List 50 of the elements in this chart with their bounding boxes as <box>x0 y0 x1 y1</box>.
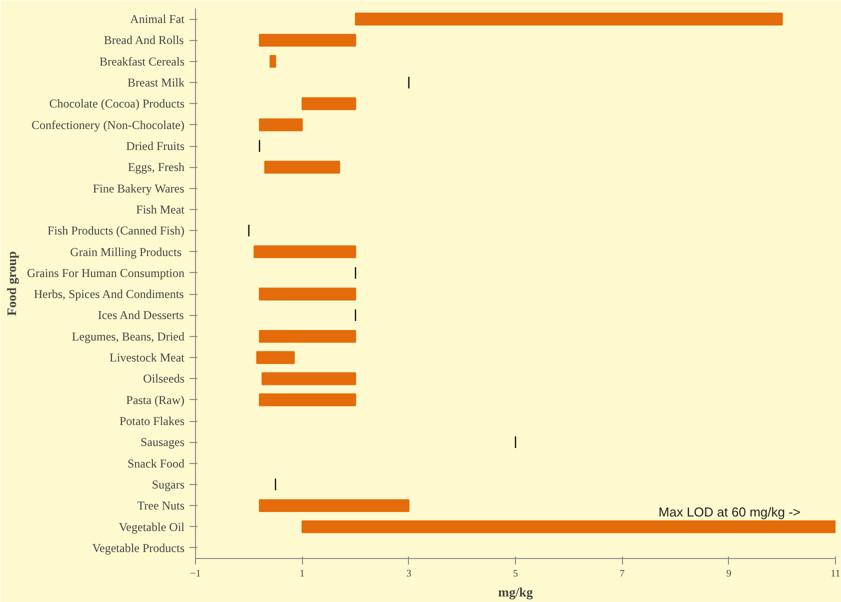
x-tick-label: 11 <box>830 568 840 580</box>
y-tick-label: Eggs, Fresh <box>128 160 185 174</box>
y-tick-label: Fish Meat <box>136 202 186 216</box>
y-tick-label: Livestock Meat <box>110 350 186 365</box>
bar <box>254 245 356 258</box>
y-tick-label: Vegetable Products <box>92 540 185 555</box>
y-tick-label: Animal Fat <box>130 12 186 26</box>
y-tick-label: Breakfast Cereals <box>100 54 185 68</box>
annotation: Max LOD at 60 mg/kg -> <box>658 504 801 520</box>
y-tick-label: Pasta (Raw) <box>126 392 185 407</box>
y-tick-label: Grain Milling Products <box>70 244 182 259</box>
bar <box>258 288 356 300</box>
x-tick-label: 9 <box>726 568 732 580</box>
y-tick-label: Breast Milk <box>128 76 185 90</box>
x-tick-label: −1 <box>190 568 201 580</box>
bar <box>258 393 356 406</box>
x-tick-label: 1 <box>300 568 305 580</box>
x-axis-title: mg/kg <box>498 584 534 600</box>
bar <box>258 34 356 47</box>
y-tick-label: Ices And Desserts <box>98 308 184 322</box>
y-tick-label: Legumes, Beans, Dried <box>72 329 185 344</box>
bar <box>302 520 836 534</box>
bar <box>256 351 295 364</box>
x-tick-label: 3 <box>406 568 412 580</box>
y-tick-label: Tree Nuts <box>137 498 185 513</box>
x-tick-label: 5 <box>513 568 518 580</box>
y-tick-label: Herbs, Spices And Condiments <box>34 287 184 302</box>
bar <box>258 499 410 512</box>
y-tick-label: Dried Fruits <box>126 139 185 153</box>
y-axis-title: Food group <box>4 251 19 316</box>
y-tick-label: Snack Food <box>128 456 184 470</box>
y-tick-label: Grains For Human Consumption <box>26 266 185 280</box>
y-tick-label: Potato Flakes <box>120 414 185 428</box>
y-tick-label: Confectionery (Non-Chocolate) <box>32 118 185 132</box>
y-tick-label: Sausages <box>140 435 185 450</box>
y-tick-label: Vegetable Oil <box>118 520 186 534</box>
y-tick-label: Oilseeds <box>143 372 185 386</box>
y-tick-label: Fine Bakery Wares <box>92 181 185 196</box>
bar <box>258 330 356 343</box>
y-tick-label: Chocolate (Cocoa) Products <box>49 96 185 111</box>
x-tick-label: 7 <box>620 568 625 580</box>
bar <box>270 54 276 68</box>
y-tick-label: Sugars <box>152 477 185 492</box>
bar <box>262 372 356 386</box>
bar <box>302 97 356 110</box>
bar <box>264 160 340 174</box>
y-tick-label: Fish Products (Canned Fish) <box>47 224 185 238</box>
bar <box>354 12 783 26</box>
y-tick-label: Bread And Rolls <box>104 33 184 48</box>
bar <box>258 118 303 132</box>
